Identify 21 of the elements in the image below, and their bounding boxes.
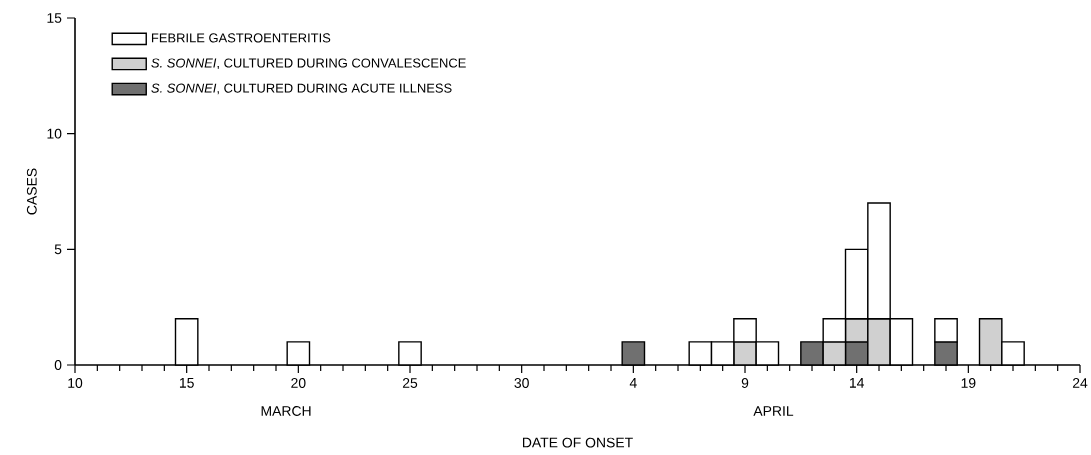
x-tick-label: 30 [514, 378, 529, 388]
x-tick-label: 10 [68, 378, 83, 388]
x-axis-title: DATE OF ONSET [523, 437, 633, 448]
x-tick-label: 20 [291, 378, 306, 388]
text: APRIL [753, 406, 794, 416]
legend-label: S. SONNEI, CULTURED DURING CONVALESCENCE [151, 58, 466, 70]
x-tick-label: 24 [1072, 378, 1088, 388]
x-tick-label: 25 [402, 378, 418, 388]
y-tick-label: 15 [47, 13, 62, 23]
y-tick-label: 5 [54, 244, 62, 255]
y-axis-title: CASES [26, 168, 37, 215]
x-tick-label: 14 [849, 378, 865, 388]
legend-label: S. SONNEI, CULTURED DURING ACUTE ILLNESS [151, 83, 452, 95]
x-tick-label: 15 [179, 378, 194, 388]
x-tick-label: 4 [629, 378, 637, 388]
legend-label: FEBRILE GASTROENTERITIS [151, 33, 331, 43]
y-tick-label: 0 [54, 360, 62, 370]
text: MARCH [261, 406, 311, 416]
y-tick-label: 10 [47, 128, 62, 139]
x-tick-label: 19 [961, 378, 976, 388]
x-tick-label: 9 [741, 378, 749, 388]
